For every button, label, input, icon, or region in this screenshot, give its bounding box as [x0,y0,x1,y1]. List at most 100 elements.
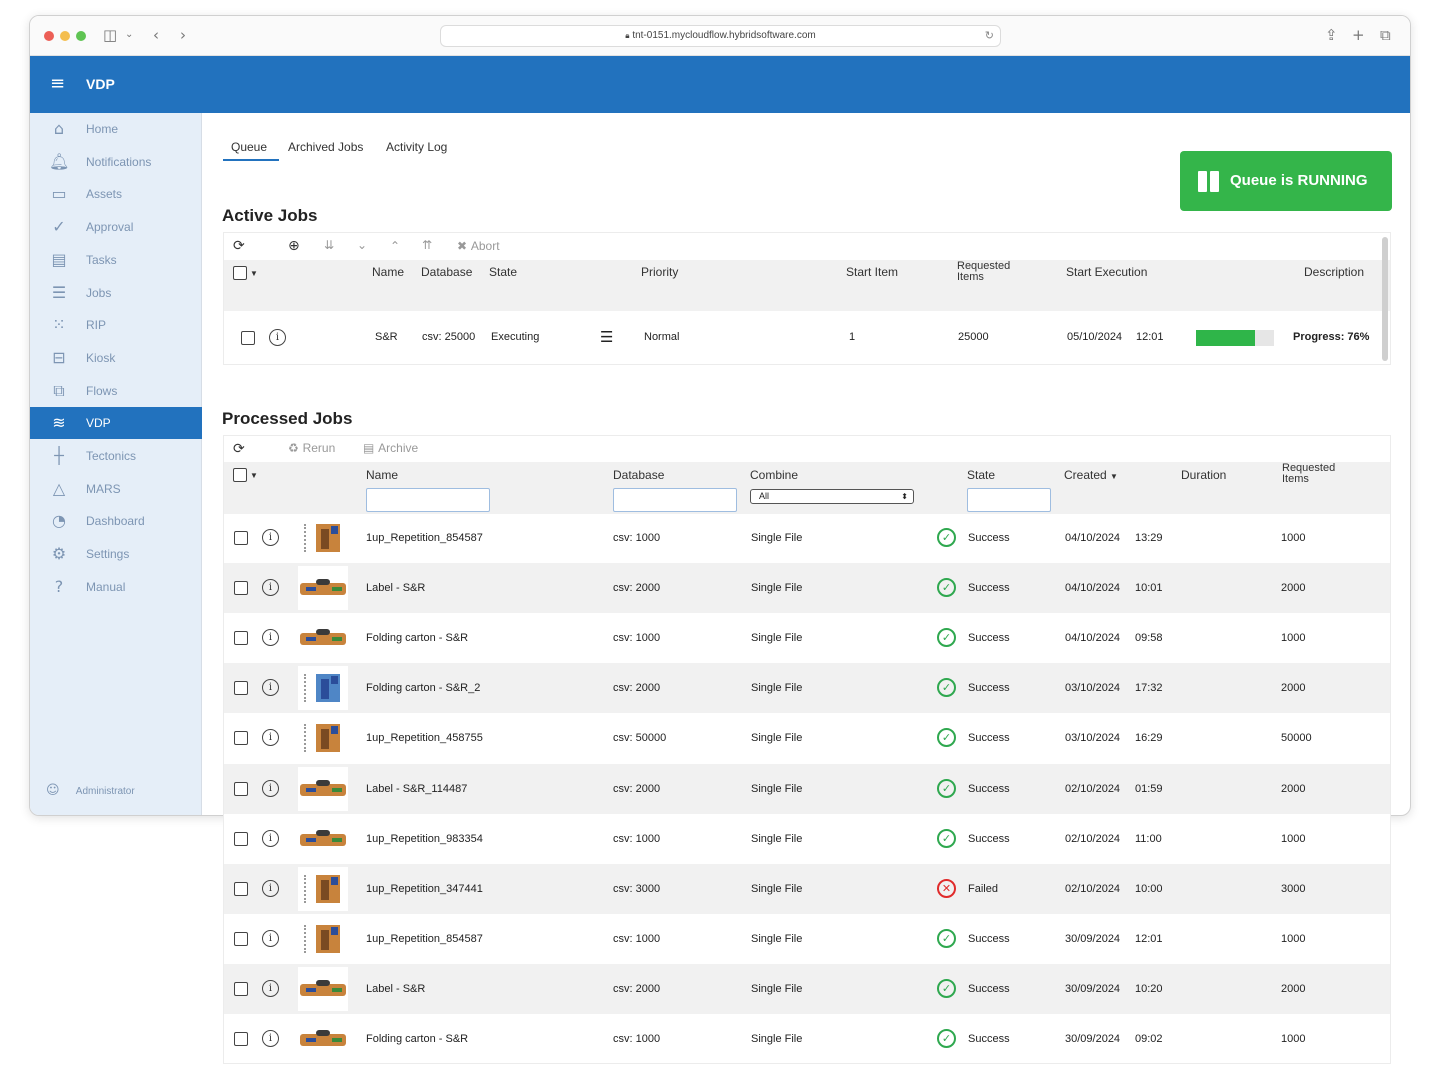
sidebar-item-notifications[interactable]: 🔔︎ Notifications [30,146,202,178]
col-requested-items[interactable]: Requested Items [1282,462,1336,485]
refresh-icon[interactable]: ⟳ [233,238,245,254]
info-icon[interactable]: i [262,879,279,897]
tab-archived-jobs[interactable]: Archived Jobs [288,140,364,154]
job-name[interactable]: 1up_Repetition_854587 [366,932,483,945]
sidebar-toggle-icon[interactable]: ◫ [103,26,118,44]
sidebar-item-tectonics[interactable]: ┼ Tectonics [30,440,202,472]
row-checkbox[interactable] [234,931,248,946]
caret-down-icon[interactable]: ▼ [250,471,258,480]
hamburger-menu-icon[interactable]: ≡ [50,73,66,94]
info-icon[interactable]: i [262,629,279,647]
sidebar-item-kiosk[interactable]: ⊟ Kiosk [30,342,202,374]
minimize-window-button[interactable] [60,31,70,41]
row-checkbox[interactable] [234,631,248,646]
active-jobs-scrollbar[interactable] [1382,237,1388,361]
sidebar-item-mars[interactable]: △ MARS [30,473,202,505]
select-all-checkbox[interactable] [233,468,247,482]
select-all-checkbox[interactable] [233,266,247,280]
info-icon[interactable]: i [262,829,279,847]
col-name[interactable]: Name [366,468,399,482]
col-start-item[interactable]: Start Item [846,265,899,279]
table-row[interactable]: i 1up_Repetition_854587 csv: 1000 Single Fi… [224,914,1390,964]
job-name[interactable]: 1up_Repetition_458755 [366,732,483,745]
info-icon[interactable]: i [262,979,279,997]
abort-button[interactable]: ✖ Abort [457,239,500,253]
table-row[interactable]: i Folding carton - S&R csv: 1000 Single Fil… [224,1014,1390,1064]
queue-running-button[interactable]: Queue is RUNNING [1180,151,1392,211]
move-down-icon[interactable]: ⌄ [357,238,368,252]
info-icon[interactable]: i [262,929,279,947]
info-icon[interactable]: i [269,329,286,346]
job-name[interactable]: Folding carton - S&R_2 [366,682,481,695]
state-filter-input[interactable] [967,488,1051,512]
job-name[interactable]: 1up_Repetition_347441 [366,882,483,895]
col-priority[interactable]: Priority [641,265,679,279]
col-requested-items[interactable]: Requested Items [957,260,1011,283]
table-row[interactable]: i 1up_Repetition_347441 csv: 3000 Single Fi… [224,863,1390,914]
sidebar-item-vdp[interactable]: ≋ VDP [30,407,202,440]
tab-activity-log[interactable]: Activity Log [386,140,448,154]
tabs-overview-icon[interactable]: ⧉ [1380,26,1391,44]
col-database[interactable]: Database [613,468,665,482]
row-checkbox[interactable] [234,581,248,596]
tab-queue[interactable]: Queue [231,140,268,154]
col-state[interactable]: State [489,265,518,279]
sidebar-item-rip[interactable]: ⁙ RIP [30,309,202,341]
job-name[interactable]: 1up_Repetition_983354 [366,832,483,845]
sidebar-item-approval[interactable]: ✓ Approval [30,211,202,243]
col-description[interactable]: Description [1304,265,1365,279]
move-top-icon[interactable]: ⇈ [422,238,433,252]
col-database[interactable]: Database [421,265,473,279]
row-checkbox[interactable] [234,781,248,796]
table-row[interactable]: i Label - S&R_114487 csv: 2000 Single File ✓… [224,763,1390,814]
maximize-window-button[interactable] [76,31,86,41]
caret-down-icon[interactable]: ▼ [250,269,258,278]
job-name[interactable]: Folding carton - S&R [366,1033,469,1045]
reload-icon[interactable]: ↻ [984,30,994,42]
table-row[interactable]: i 1up_Repetition_854587 csv: 1000 Single Fi… [224,513,1390,563]
table-row[interactable]: i Label - S&R csv: 2000 Single File ✓ Success… [224,963,1390,1014]
row-checkbox[interactable] [241,331,255,345]
info-icon[interactable]: i [262,779,279,797]
table-row[interactable]: i 1up_Repetition_458755 csv: 50000 Single F… [224,713,1390,763]
info-icon[interactable]: i [262,579,279,597]
chevron-down-icon[interactable]: ⌄ [125,29,134,40]
job-name[interactable]: Label - S&R [366,982,426,995]
info-icon[interactable]: i [262,729,279,747]
info-icon[interactable]: i [262,1030,279,1047]
info-icon[interactable]: i [262,679,279,697]
col-duration[interactable]: Duration [1181,468,1227,482]
row-checkbox[interactable] [234,531,248,545]
sidebar-item-tasks[interactable]: ▤ Tasks [30,244,202,276]
table-row[interactable]: i Folding carton - S&R csv: 1000 Single Fil… [224,613,1390,663]
user-menu[interactable]: ☺ Administrator [46,783,135,798]
col-state[interactable]: State [967,468,996,482]
row-checkbox[interactable] [234,831,248,846]
col-name[interactable]: Name [372,265,405,279]
add-job-icon[interactable]: ⊕ [288,238,300,254]
sidebar-item-home[interactable]: ⌂ Home [30,113,202,145]
forward-icon[interactable]: › [180,26,186,44]
close-window-button[interactable] [44,31,54,41]
share-icon[interactable]: ⇪ [1325,26,1338,44]
job-name[interactable]: 1up_Repetition_854587 [366,532,483,544]
address-bar[interactable]: 🔒︎ tnt-0151.mycloudflow.hybridsoftware.c… [440,25,1001,47]
info-icon[interactable]: i [262,529,279,546]
row-checkbox[interactable] [234,881,248,896]
sidebar-item-flows[interactable]: ⧉ Flows [30,375,202,407]
new-tab-icon[interactable]: + [1352,26,1365,44]
col-combine[interactable]: Combine [750,468,799,482]
back-icon[interactable]: ‹ [153,26,159,44]
archive-button[interactable]: ▤ Archive [363,441,419,455]
table-row[interactable]: i Label - S&R csv: 2000 Single File ✓ Success… [224,563,1390,614]
sidebar-item-assets[interactable]: ▭ Assets [30,178,202,210]
priority-list-icon[interactable]: ☰ [600,328,614,346]
refresh-icon[interactable]: ⟳ [233,441,245,457]
rerun-button[interactable]: ♻ Rerun [288,441,336,455]
row-checkbox[interactable] [234,731,248,746]
row-checkbox[interactable] [234,681,248,696]
move-bottom-icon[interactable]: ⇊ [324,238,335,252]
job-name[interactable]: Label - S&R_114487 [366,782,468,795]
combine-filter-select[interactable]: All ⬍ [750,489,914,504]
col-created[interactable]: Created ▼ [1064,469,1118,483]
